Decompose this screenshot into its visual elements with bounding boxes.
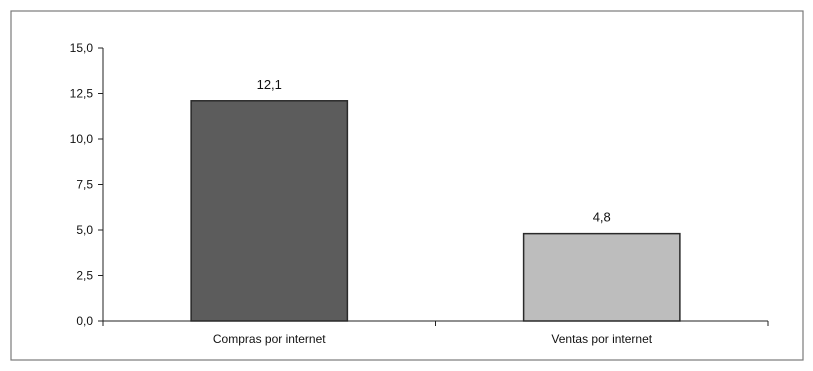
y-tick-label: 10,0	[70, 132, 94, 146]
y-tick-label: 2,5	[76, 269, 93, 283]
y-tick-label: 12,5	[70, 87, 94, 101]
bar-2	[522, 232, 681, 322]
category-label-2: Ventas por internet	[551, 332, 652, 346]
y-tick-label: 7,5	[76, 178, 93, 192]
category-labels: Compras por internet Ventas por internet	[213, 332, 653, 346]
category-label-1: Compras por internet	[213, 332, 326, 346]
chart-frame	[10, 10, 804, 361]
y-tick-label: 0,0	[76, 314, 93, 328]
y-tick-label: 15,0	[70, 41, 94, 55]
data-labels: 12,1 4,8	[257, 77, 611, 225]
data-label-1: 12,1	[257, 77, 282, 92]
data-label-2: 4,8	[593, 210, 611, 225]
bars	[190, 100, 681, 322]
y-tick-label: 5,0	[76, 223, 93, 237]
bar-1	[190, 100, 349, 322]
y-axis: 0,0 2,5 5,0 7,5 10,0 12,5 15,0	[70, 41, 104, 328]
